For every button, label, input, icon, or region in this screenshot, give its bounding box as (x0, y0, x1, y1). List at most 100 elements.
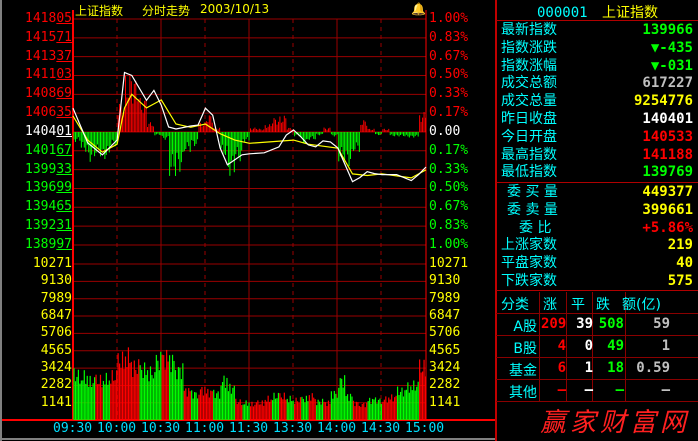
volume-tick-label-right: 3424 (429, 360, 461, 376)
percent-tick-label: 0.67% (429, 48, 469, 64)
stat-value: 141188 (642, 146, 693, 163)
volume-tick-label-right: 6847 (429, 308, 461, 324)
window-border (0, 0, 2, 441)
table-cell: 18 (607, 360, 624, 376)
stat-value: 139769 (642, 164, 693, 181)
table-divider (539, 292, 540, 402)
divider (496, 290, 698, 291)
table-cell: 508 (598, 316, 624, 332)
table-cell: 39 (576, 316, 593, 332)
volume-tick-label-left: 6847 (40, 308, 72, 324)
panel-border (495, 0, 497, 441)
percent-tick-label: 0.83% (429, 29, 469, 45)
logo: 赢家财富网 (540, 408, 691, 438)
price-tick-label: 140869 (25, 86, 72, 102)
stat-label: 成交总量 (501, 93, 557, 110)
table-header: 跌 (596, 297, 610, 313)
stat-value: ▼-031 (650, 57, 693, 74)
bell-icon[interactable]: 🔔 (411, 2, 426, 16)
price-tick-label: 140635 (25, 105, 72, 121)
stat-value: 617227 (642, 75, 693, 92)
average-price-line (72, 93, 427, 179)
price-tick-label: 138997 (25, 236, 72, 252)
time-tick-label: 11:00 (185, 421, 225, 436)
table-cell: 4 (557, 338, 566, 354)
index-name: 上证指数 (75, 4, 124, 18)
table-divider (566, 292, 567, 402)
stat-label: 指数涨幅 (501, 57, 557, 74)
price-line (72, 71, 427, 183)
stat-row: 成交总量 9254776 (497, 93, 696, 110)
stat-label: 最高指数 (501, 146, 557, 163)
table-row-label: 其他 (509, 385, 537, 401)
price-tick-label: 140167 (25, 142, 72, 158)
volume-tick-label-left: 10271 (32, 256, 72, 271)
volume-tick-label-left: 5706 (40, 325, 72, 341)
table-divider (496, 357, 698, 358)
stat-label: 委 卖 量 (507, 201, 558, 218)
stat-label: 成交总额 (501, 75, 557, 92)
chart-canvas[interactable] (0, 0, 496, 441)
table-divider (496, 313, 698, 314)
stat-label: 昨日收盘 (501, 111, 557, 127)
table-divider (496, 335, 698, 336)
table-cell: — (584, 382, 593, 398)
divider (496, 20, 698, 21)
stat-value: 219 (667, 237, 693, 254)
order-row: 平盘家数 40 (497, 255, 696, 272)
stat-label: 下跌家数 (501, 273, 557, 289)
percent-tick-label: 0.17% (429, 142, 469, 158)
table-header: 涨 (543, 297, 557, 313)
price-tick-label: 139465 (25, 199, 72, 215)
time-tick-label: 14:00 (317, 421, 357, 436)
time-tick-label: 10:00 (97, 421, 137, 436)
stat-row: 今日开盘 140533 (497, 129, 696, 146)
percent-tick-label: 1.00% (429, 11, 469, 26)
percent-tick-label: 0.00 (429, 123, 461, 139)
table-divider (496, 401, 698, 402)
stat-value: 575 (667, 273, 693, 289)
percent-tick-label: 0.17% (429, 105, 469, 121)
table-cell: — (661, 382, 670, 398)
stat-value: 139966 (642, 22, 693, 38)
percent-tick-label: 0.33% (429, 161, 469, 177)
stat-value: 9254776 (633, 93, 693, 110)
time-tick-label: 11:30 (229, 421, 269, 436)
stat-value: 40 (676, 255, 693, 272)
stat-row: 指数涨跌 ▼-435 (497, 40, 696, 57)
table-cell: 209 (541, 316, 567, 332)
volume-tick-label-left: 7989 (40, 290, 72, 306)
percent-tick-label: 0.83% (429, 218, 469, 234)
stat-value: 140533 (642, 128, 693, 145)
stat-label: 最新指数 (501, 22, 557, 38)
volume-tick-label-left: 3424 (40, 360, 72, 376)
volume-tick-label-right: 1141 (429, 394, 461, 410)
stat-row: 最高指数 141188 (497, 147, 696, 164)
percent-tick-label: 0.67% (429, 199, 469, 215)
table-cell: 1 (584, 360, 593, 376)
stat-label: 今日开盘 (501, 128, 557, 145)
time-tick-label: 14:30 (361, 421, 401, 436)
table-divider (496, 379, 698, 380)
price-tick-label: 141571 (25, 29, 72, 45)
table-cell: 0.59 (636, 360, 670, 376)
volume-tick-label-right: 2282 (429, 377, 461, 393)
percent-tick-label: 0.33% (429, 86, 469, 102)
percent-tick-label: 0.50% (429, 67, 469, 83)
stat-row: 指数涨幅 ▼-031 (497, 58, 696, 75)
divider (496, 182, 698, 183)
volume-tick-label-right: 7989 (429, 290, 461, 306)
stat-value: +5.86% (642, 219, 693, 236)
order-row: 上涨家数 219 (497, 237, 696, 254)
table-cell: 49 (607, 338, 624, 354)
chart-date: 2003/10/13 (200, 2, 270, 16)
stock-name: 上证指数 (602, 5, 658, 21)
table-divider (592, 292, 593, 402)
table-header: 分类 (501, 297, 529, 313)
volume-tick-label-left: 2282 (40, 377, 72, 393)
volume-tick-label-right: 10271 (429, 256, 469, 271)
stock-code: 000001 (536, 5, 588, 21)
price-tick-label: 139231 (25, 218, 72, 234)
order-row: 委 卖 量 399661 (497, 202, 696, 219)
